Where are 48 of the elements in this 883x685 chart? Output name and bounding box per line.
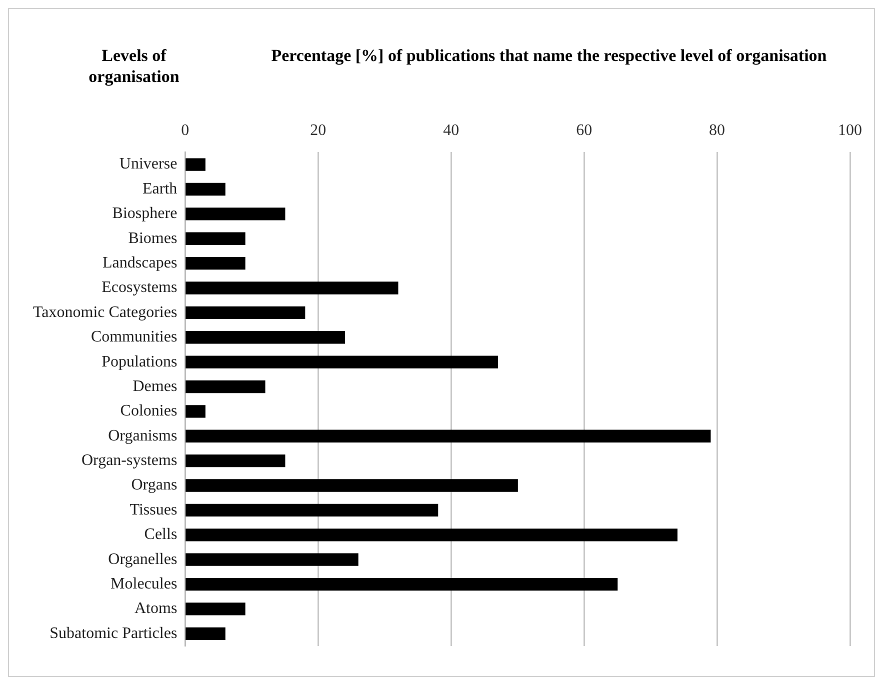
y-tick-label: Organelles	[108, 550, 178, 568]
y-tick-label: Subatomic Particles	[50, 624, 178, 642]
bar	[186, 602, 246, 616]
y-tick-label: Organisms	[108, 427, 178, 444]
x-tick-label: 0	[181, 122, 190, 139]
bar	[186, 430, 711, 442]
bar	[186, 282, 398, 294]
y-tick-label: Communities	[90, 328, 178, 346]
x-tick-label: 100	[838, 122, 862, 139]
bar	[186, 454, 286, 468]
bar	[186, 182, 226, 196]
bar	[186, 306, 306, 320]
y-tick-label: Atoms	[134, 600, 178, 618]
bar	[186, 528, 678, 542]
x-tick-label: 20	[310, 122, 326, 139]
y-tick-label: Earth	[142, 180, 178, 198]
y-tick-label: Demes	[132, 378, 178, 395]
y-tick-label: Tissues	[130, 501, 178, 518]
y-tick-label: Landscapes	[102, 254, 178, 272]
bar	[186, 331, 346, 344]
y-tick-label: Ecosystems	[102, 279, 178, 296]
bar	[186, 256, 246, 270]
bar	[186, 232, 246, 245]
y-tick-label: Organs	[131, 476, 178, 494]
y-tick-label: Taxonomic Categories	[33, 304, 178, 321]
x-tick-label: 60	[576, 122, 592, 139]
y-tick-label: Biosphere	[112, 205, 178, 222]
bar	[186, 627, 226, 640]
bar	[186, 553, 358, 566]
y-tick-label: Populations	[102, 353, 178, 370]
y-tick-label: Colonies	[120, 402, 178, 420]
chart-title: Percentage [%] of publications that name the respective level of organisation	[270, 45, 828, 66]
bar	[186, 356, 498, 368]
bar	[186, 504, 438, 517]
bar	[186, 479, 518, 492]
bar	[186, 158, 206, 171]
y-tick-label: Molecules	[110, 575, 178, 592]
y-tick-label: Cells	[144, 526, 178, 544]
bar	[186, 578, 618, 591]
y-tick-label: Universe	[119, 156, 178, 173]
bar	[186, 208, 286, 220]
bar	[186, 380, 266, 394]
y-axis-title: Levels of organisation	[88, 45, 180, 87]
x-tick-label: 80	[709, 122, 726, 139]
bar	[186, 405, 206, 418]
x-tick-label: 40	[443, 122, 460, 139]
y-tick-label: Biomes	[128, 230, 178, 247]
y-tick-label: Organ-systems	[81, 452, 178, 470]
